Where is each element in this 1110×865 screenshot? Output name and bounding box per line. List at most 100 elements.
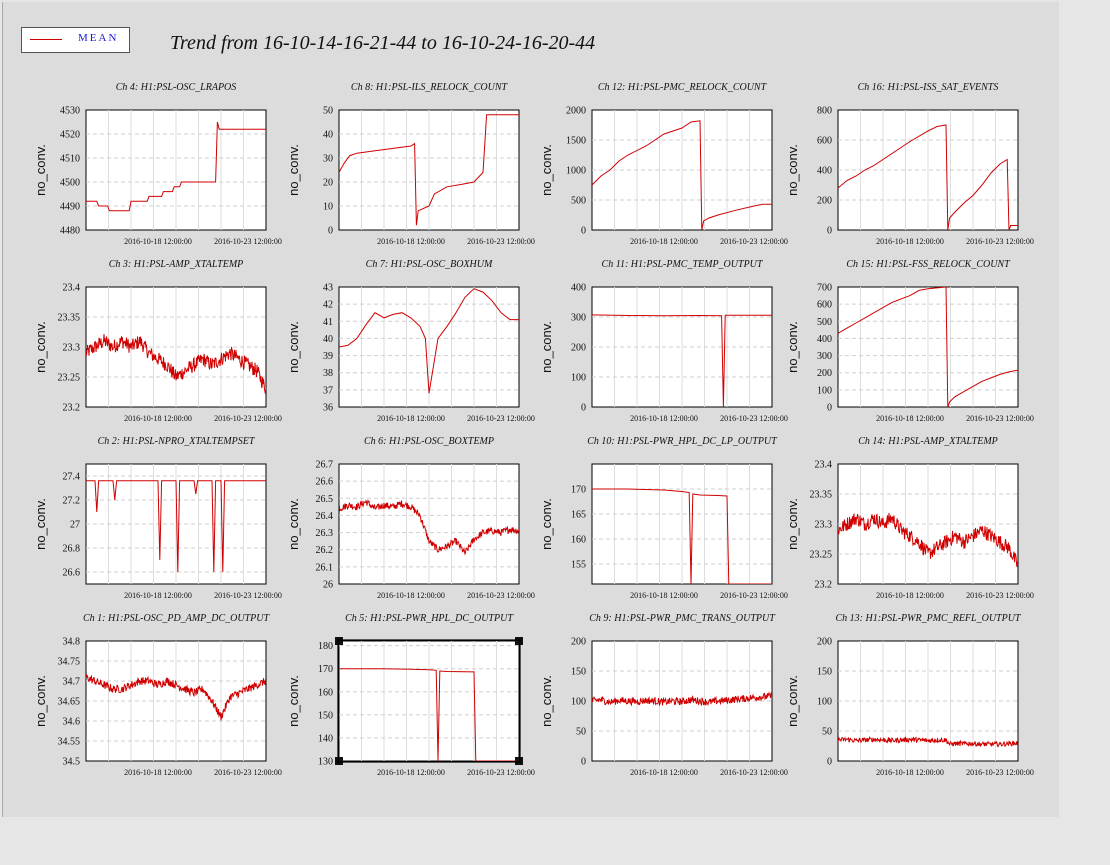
series-line [86, 334, 266, 395]
y-tick-label: 300 [817, 351, 832, 362]
y-tick-label: 200 [817, 368, 832, 379]
chart-title: Ch 6: H1:PSL-OSC_BOXTEMP [364, 436, 494, 447]
y-tick-label: 100 [817, 385, 832, 396]
selection-handle[interactable] [515, 757, 523, 765]
chart-12: 23.4 23.35 23.3 23.25 23.2 2016-10-18 12:00:0… [785, 436, 1034, 600]
y-tick-label: 140 [318, 733, 333, 744]
x-tick-label: 2016-10-18 12:00:00 [124, 237, 192, 246]
y-tick-label: 39 [323, 351, 333, 362]
chart-title: Ch 1: H1:PSL-OSC_PD_AMP_DC_OUTPUT [83, 613, 271, 624]
y-tick-label: 4520 [60, 130, 80, 141]
x-tick-label: 2016-10-18 12:00:00 [124, 768, 192, 777]
chart-title: Ch 5: H1:PSL-PWR_HPL_DC_OUTPUT [345, 613, 514, 624]
x-tick-label: 2016-10-23 12:00:00 [467, 591, 535, 600]
y-tick-label: 400 [817, 166, 832, 177]
y-tick-label: 150 [571, 667, 586, 678]
y-tick-label: 27.4 [63, 472, 81, 483]
chart-4: 800 600 400 200 0 2016-10-18 12:00:00 2016-10-… [785, 82, 1034, 246]
y-tick-label: 0 [827, 226, 832, 237]
y-tick-label: 700 [817, 283, 832, 294]
series-line [86, 121, 266, 212]
selection-handle[interactable] [515, 637, 523, 645]
y-axis-label: no_conv. [785, 144, 800, 196]
chart-3: 2000 1500 1000 500 0 2016-10-18 12:00:00 2016-… [539, 82, 788, 246]
y-tick-label: 600 [817, 136, 832, 147]
chart-15: 200 150 100 50 0 2016-10-18 12:00:00 2016-10-2… [539, 613, 788, 777]
y-tick-label: 20 [323, 178, 333, 189]
chart-title: Ch 14: H1:PSL-AMP_XTALTEMP [858, 436, 998, 447]
series-line [339, 668, 519, 761]
y-axis-label: no_conv. [286, 498, 301, 550]
y-tick-label: 23.35 [58, 313, 81, 324]
series-line [592, 120, 772, 230]
y-axis-label: no_conv. [33, 144, 48, 196]
chart-8: 700 600 500 400 300 200 100 0 2016-10-18 12:00:0… [785, 259, 1034, 423]
y-tick-label: 23.4 [63, 283, 81, 294]
y-tick-label: 34.55 [58, 737, 81, 748]
y-tick-label: 41 [323, 317, 333, 328]
y-tick-label: 34.7 [63, 677, 81, 688]
y-tick-label: 0 [827, 403, 832, 414]
series-line [838, 124, 1018, 230]
y-tick-label: 23.4 [815, 460, 833, 471]
y-tick-label: 26.6 [63, 568, 81, 579]
selection-frame [337, 639, 521, 763]
selection-handle[interactable] [335, 637, 343, 645]
chart-title: Ch 16: H1:PSL-ISS_SAT_EVENTS [858, 82, 999, 93]
y-axis-label: no_conv. [286, 675, 301, 727]
y-tick-label: 100 [817, 697, 832, 708]
y-tick-label: 170 [571, 485, 586, 496]
y-tick-label: 4480 [60, 226, 80, 237]
y-axis-label: no_conv. [539, 144, 554, 196]
x-tick-label: 2016-10-23 12:00:00 [467, 237, 535, 246]
y-tick-label: 26.5 [316, 494, 334, 505]
y-tick-label: 0 [328, 226, 333, 237]
series-line [592, 691, 772, 707]
y-axis-label: no_conv. [785, 321, 800, 373]
series-line [592, 488, 772, 584]
y-tick-label: 26.4 [316, 511, 334, 522]
y-axis-label: no_conv. [785, 675, 800, 727]
y-axis-label: no_conv. [286, 144, 301, 196]
y-tick-label: 26.6 [316, 477, 334, 488]
y-tick-label: 50 [822, 727, 832, 738]
y-tick-label: 200 [571, 637, 586, 648]
y-tick-label: 40 [323, 334, 333, 345]
selection-handle[interactable] [335, 757, 343, 765]
chart-9: 27.4 27.2 27 26.8 26.6 2016-10-18 12:00:00 201… [33, 436, 282, 600]
y-tick-label: 4510 [60, 154, 80, 165]
y-axis-label: no_conv. [286, 321, 301, 373]
y-axis-label: no_conv. [33, 321, 48, 373]
chart-title: Ch 10: H1:PSL-PWR_HPL_DC_LP_OUTPUT [587, 436, 778, 447]
y-tick-label: 160 [318, 687, 333, 698]
y-tick-label: 0 [827, 757, 832, 768]
chart-6: 43 42 41 40 39 38 37 36 2016-10-18 12:00:00 2016-… [286, 259, 535, 423]
series-line [592, 314, 772, 407]
chart-title: Ch 13: H1:PSL-PWR_PMC_REFL_OUTPUT [836, 613, 1022, 624]
x-tick-label: 2016-10-18 12:00:00 [377, 237, 445, 246]
y-tick-label: 165 [571, 510, 586, 521]
x-tick-label: 2016-10-23 12:00:00 [966, 768, 1034, 777]
y-axis-label: no_conv. [33, 675, 48, 727]
y-tick-label: 100 [571, 373, 586, 384]
x-tick-label: 2016-10-23 12:00:00 [966, 414, 1034, 423]
y-tick-label: 23.2 [815, 580, 833, 591]
y-axis-label: no_conv. [539, 675, 554, 727]
y-tick-label: 1000 [566, 166, 586, 177]
series-line [339, 114, 519, 226]
chart-11: 170 165 160 155 2016-10-18 12:00:00 2016-10-2… [539, 436, 788, 600]
y-tick-label: 34.75 [58, 657, 81, 668]
y-tick-label: 2000 [566, 106, 586, 117]
y-tick-label: 0 [581, 757, 586, 768]
y-tick-label: 150 [817, 667, 832, 678]
legend: MEAN [21, 27, 130, 53]
chart-2: 50 40 30 20 10 0 2016-10-18 12:00:00 2016-10-23… [286, 82, 535, 246]
y-tick-label: 50 [576, 727, 586, 738]
y-tick-label: 26.1 [316, 562, 334, 573]
y-tick-label: 34.65 [58, 697, 81, 708]
y-tick-label: 200 [571, 343, 586, 354]
x-tick-label: 2016-10-18 12:00:00 [876, 237, 944, 246]
y-tick-label: 42 [323, 300, 333, 311]
y-tick-label: 26 [323, 580, 333, 591]
y-tick-label: 43 [323, 283, 333, 294]
